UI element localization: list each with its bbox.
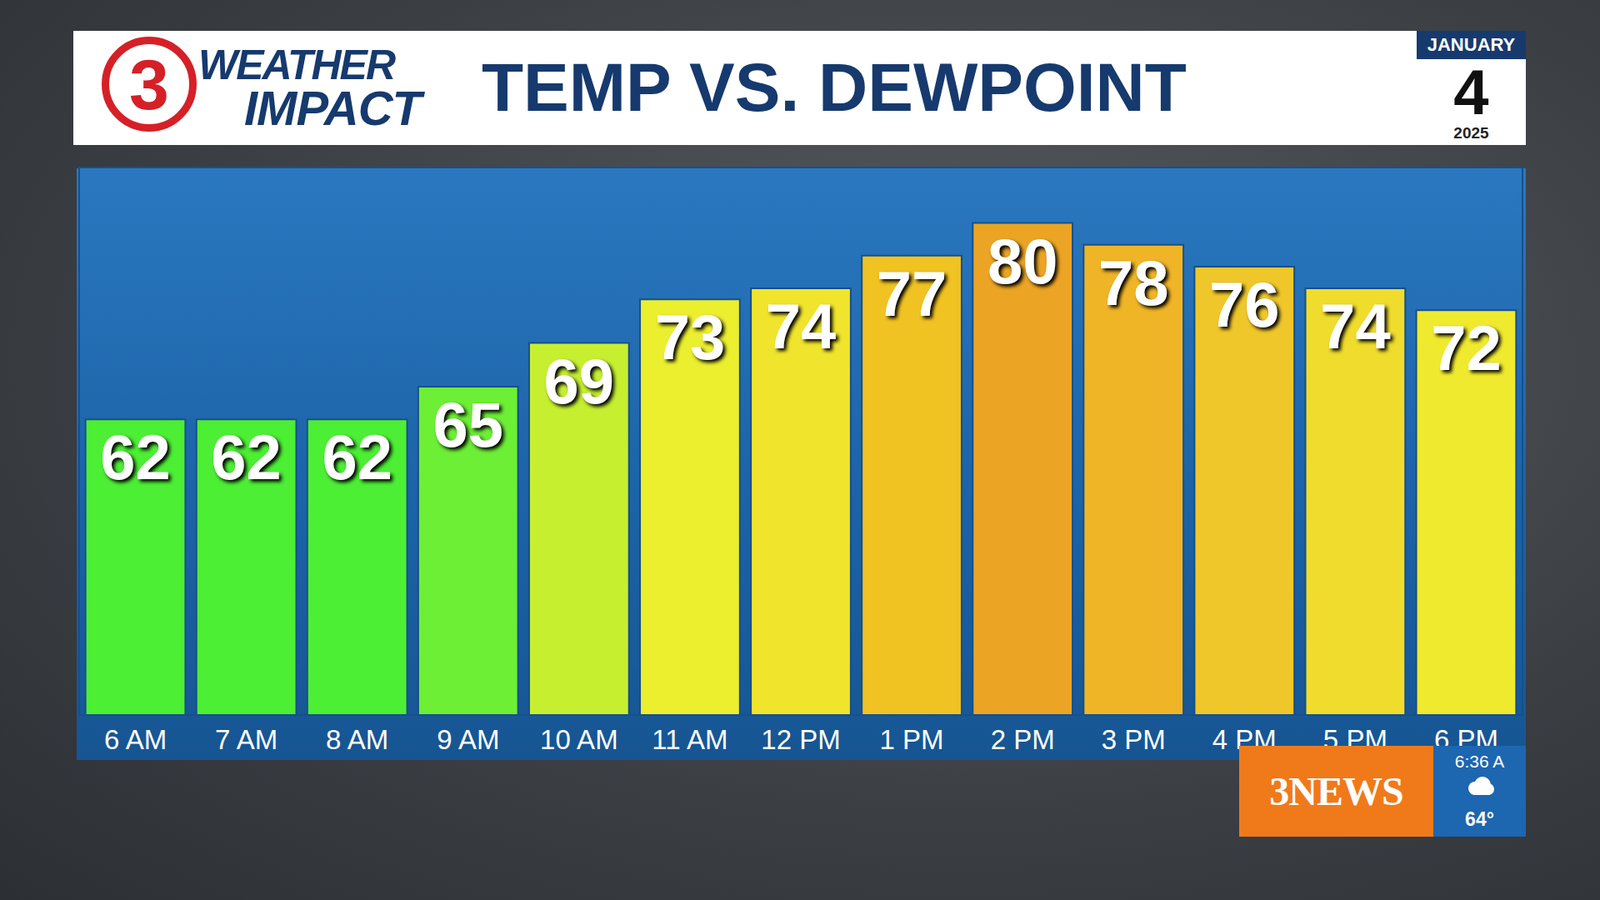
html-text:WEATHER: WEATHER bbox=[198, 41, 395, 89]
svg-text:10 AM: 10 AM bbox=[540, 724, 619, 755]
svg-text:62: 62 bbox=[100, 421, 171, 493]
html-text:2025: 2025 bbox=[1453, 124, 1489, 142]
svg-text:8 AM: 8 AM bbox=[325, 724, 389, 755]
html-text:3: 3 bbox=[129, 44, 170, 125]
svg-text:73: 73 bbox=[655, 301, 726, 373]
html-text:TEMP VS. DEWPOINT: TEMP VS. DEWPOINT bbox=[481, 49, 1187, 125]
html-text:64°: 64° bbox=[1465, 808, 1495, 830]
svg-text:62: 62 bbox=[210, 421, 282, 493]
svg-text:12 PM: 12 PM bbox=[760, 724, 840, 755]
html-text:IMPACT: IMPACT bbox=[244, 80, 421, 135]
svg-text:3 PM: 3 PM bbox=[1101, 724, 1166, 755]
svg-text:1 PM: 1 PM bbox=[880, 724, 945, 755]
svg-text:6 AM: 6 AM bbox=[104, 724, 167, 755]
svg-text:11 AM: 11 AM bbox=[651, 724, 728, 755]
html-text:JANUARY: JANUARY bbox=[1427, 34, 1516, 55]
html-text:4: 4 bbox=[1453, 56, 1489, 128]
svg-text:4 PM: 4 PM bbox=[1212, 723, 1277, 755]
html-text:3NEWS: 3NEWS bbox=[1269, 769, 1404, 814]
html-text:6:36 A: 6:36 A bbox=[1454, 751, 1505, 771]
svg-text:7 AM: 7 AM bbox=[215, 724, 278, 755]
svg-text:78: 78 bbox=[1098, 247, 1170, 319]
svg-text:74: 74 bbox=[765, 290, 837, 362]
svg-text:62: 62 bbox=[321, 421, 393, 493]
svg-text:76: 76 bbox=[1209, 269, 1280, 340]
svg-text:77: 77 bbox=[876, 258, 948, 330]
svg-text:72: 72 bbox=[1430, 312, 1502, 384]
svg-text:80: 80 bbox=[987, 225, 1059, 297]
svg-text:74: 74 bbox=[1320, 290, 1391, 362]
svg-text:2 PM: 2 PM bbox=[990, 724, 1055, 755]
svg-text:9 AM: 9 AM bbox=[436, 724, 500, 755]
svg-text:65: 65 bbox=[432, 389, 504, 460]
svg-text:69: 69 bbox=[544, 345, 615, 417]
svg-text:5 PM: 5 PM bbox=[1323, 723, 1388, 755]
svg-text:6 PM: 6 PM bbox=[1434, 723, 1499, 755]
